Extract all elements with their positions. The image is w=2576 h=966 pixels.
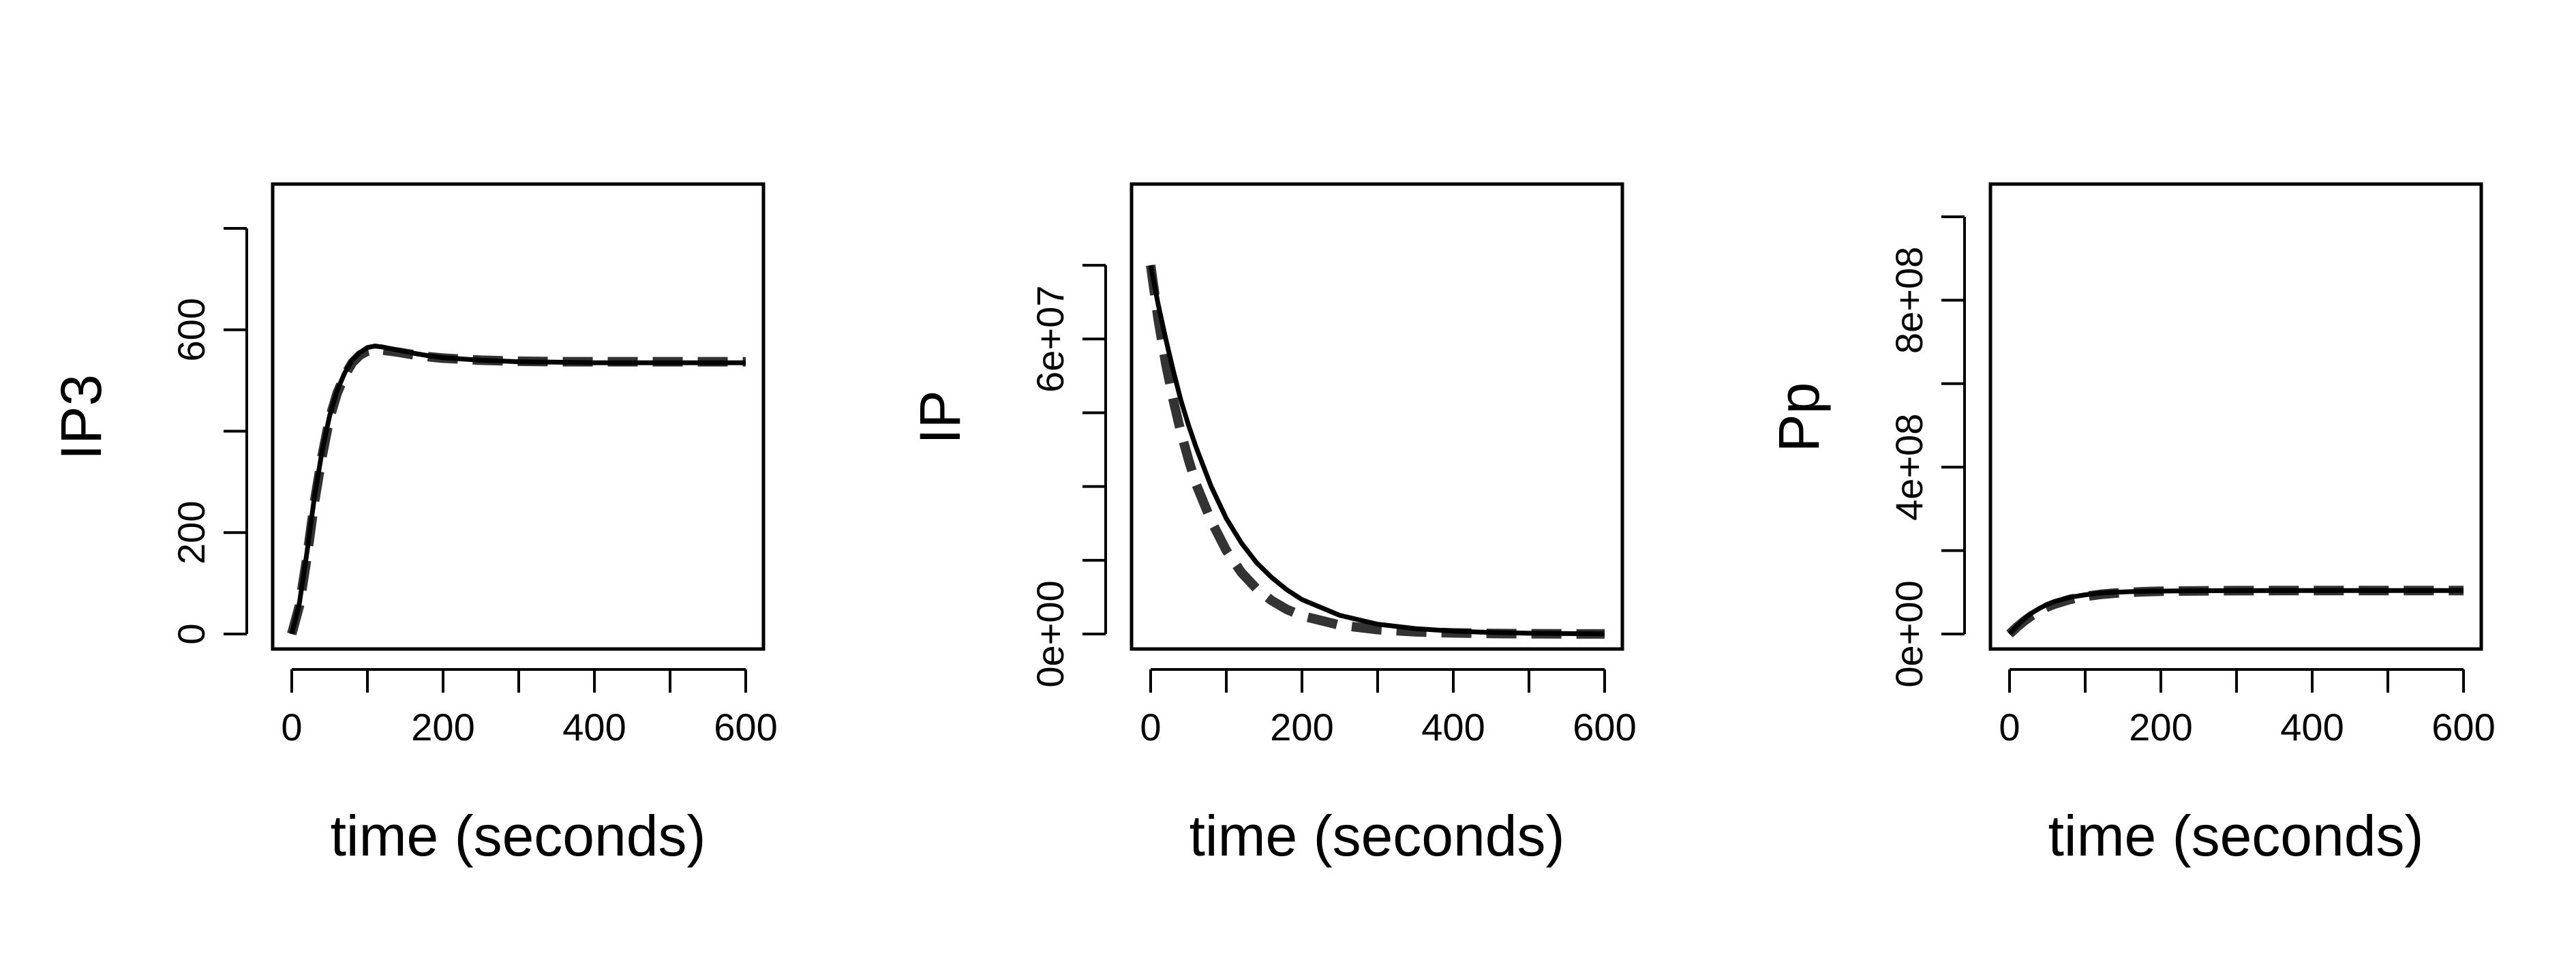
x-tick-label: 0 xyxy=(1140,706,1161,749)
x-tick-label: 200 xyxy=(411,706,474,749)
series-line-solid xyxy=(1148,265,1605,637)
y-tick-label: 600 xyxy=(170,298,213,361)
y-tick-label: 4e+08 xyxy=(1888,414,1930,521)
x-tick-label: 0 xyxy=(1999,706,2020,749)
x-tick-label: 400 xyxy=(2280,706,2344,749)
series-line-solid xyxy=(289,344,746,635)
panel-ip: IP time (seconds) 0 200 400 600 0e+00 6e+07 xyxy=(908,182,1637,868)
y-axis-title: IP3 xyxy=(49,374,113,460)
y-tick-label: 200 xyxy=(170,501,213,564)
x-tick-label: 600 xyxy=(714,706,777,749)
plot-frame xyxy=(1130,182,1624,651)
y-tick-label: 0 xyxy=(170,623,213,644)
y-tick-label: 0e+00 xyxy=(1029,580,1072,687)
y-tick-label: 0e+00 xyxy=(1888,580,1930,687)
x-axis-title: time (seconds) xyxy=(331,804,706,868)
series-line-solid xyxy=(2007,588,2464,636)
series-line-dashed xyxy=(1146,265,1605,639)
plot-frame xyxy=(1988,182,2483,651)
y-axis-title: Pp xyxy=(1767,382,1831,453)
x-axis-title: time (seconds) xyxy=(1189,804,1565,868)
x-tick-label: 400 xyxy=(1421,706,1485,749)
plot-frame xyxy=(271,182,766,651)
panel-pp: Pp time (seconds) 0 200 400 600 0e+00 4e+08 8e… xyxy=(1767,182,2496,868)
y-tick-label: 8e+08 xyxy=(1888,247,1930,354)
x-tick-label: 200 xyxy=(1270,706,1333,749)
x-tick-label: 600 xyxy=(1573,706,1636,749)
y-axis-title: IP xyxy=(908,390,972,444)
y-tick-label: 6e+07 xyxy=(1029,286,1072,393)
x-tick-label: 0 xyxy=(281,706,302,749)
x-tick-label: 600 xyxy=(2431,706,2495,749)
x-tick-label: 400 xyxy=(562,706,626,749)
x-tick-label: 200 xyxy=(2129,706,2192,749)
panel-ip3: IP3 time (seconds) 0 200 400 600 0 200 600 xyxy=(49,182,778,868)
x-axis-title: time (seconds) xyxy=(2048,804,2424,868)
